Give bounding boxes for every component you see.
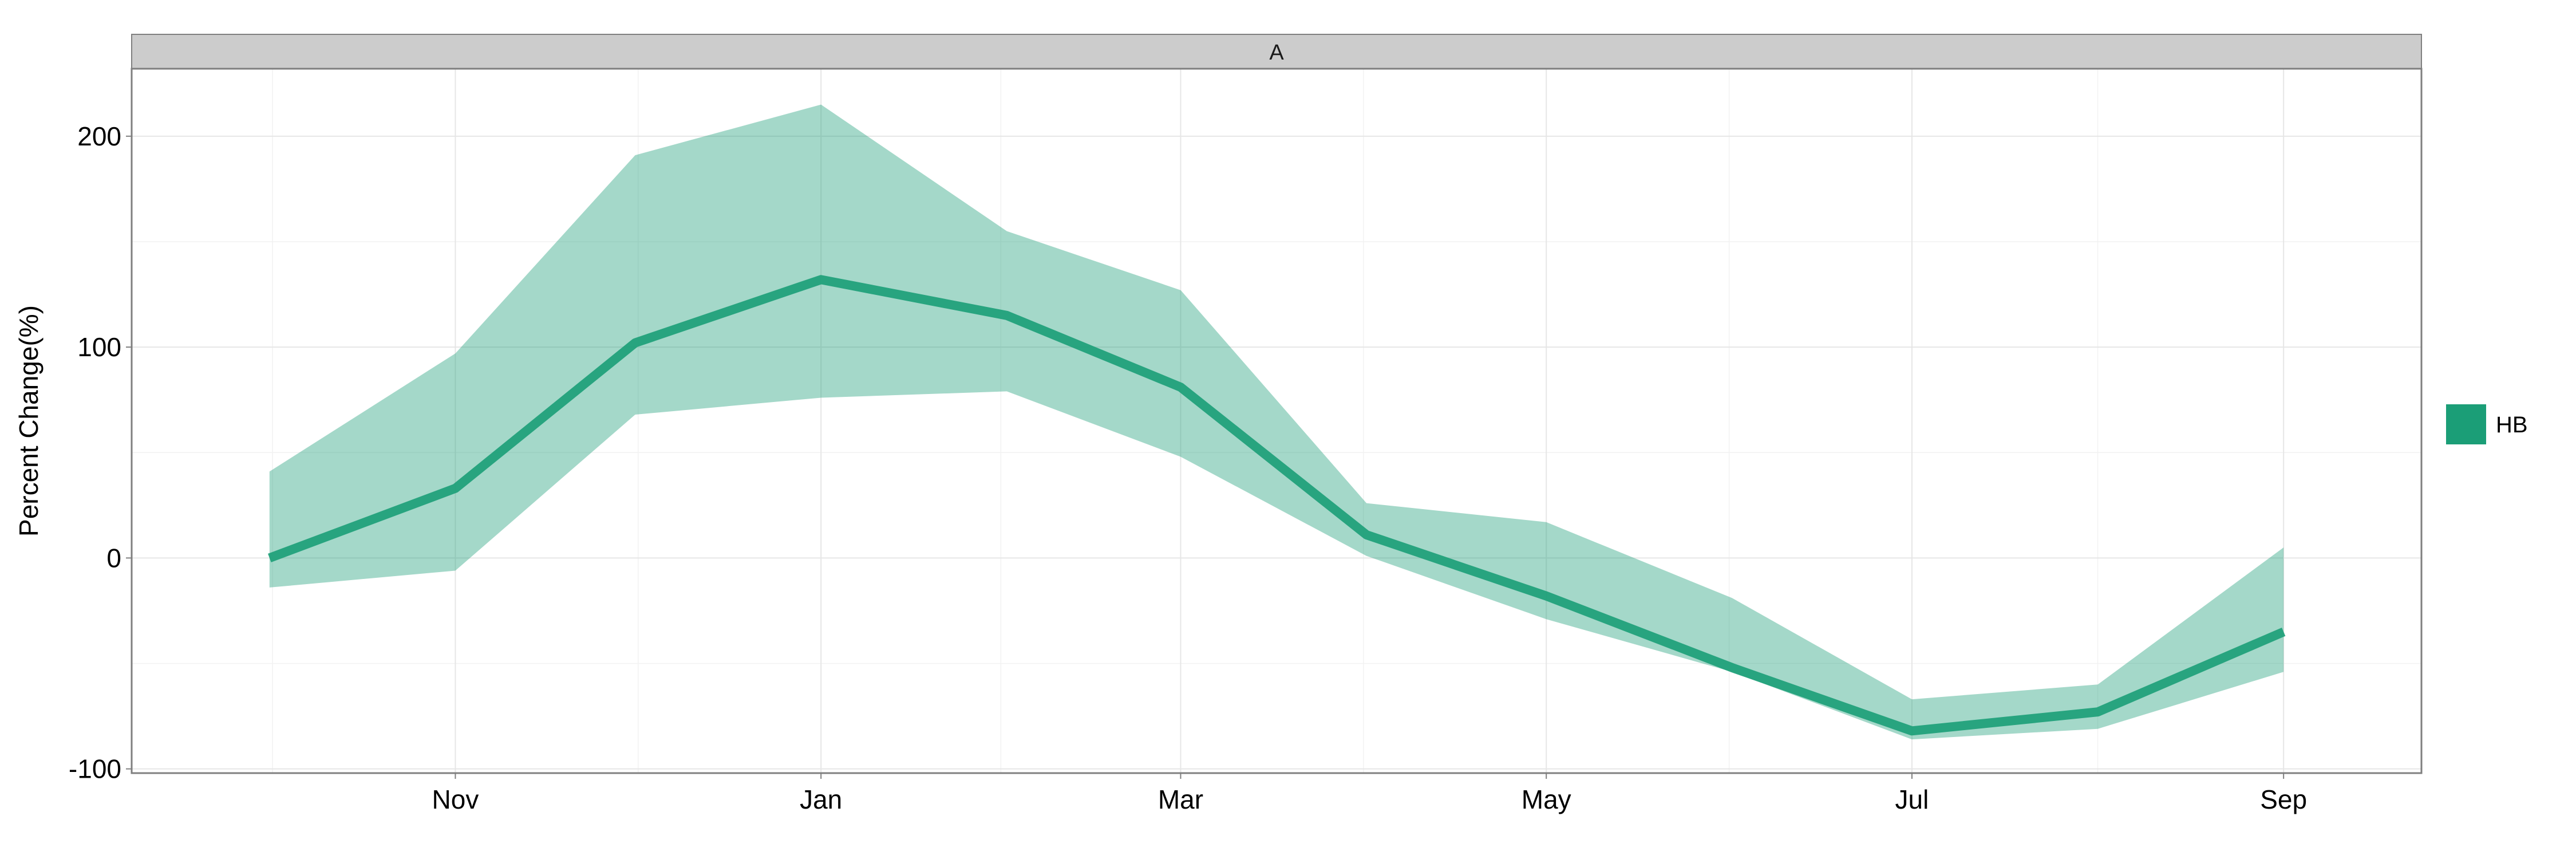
y-tick-label: -100 <box>69 754 121 784</box>
x-tick-label: Jan <box>800 785 842 814</box>
confidence-ribbon <box>269 104 2284 740</box>
grid-minor <box>132 69 2421 773</box>
grid-major <box>132 69 2421 773</box>
facet-strip <box>131 34 2422 69</box>
series-lines <box>267 275 2286 736</box>
x-tick-label: Nov <box>432 785 479 814</box>
legend-key <box>2445 403 2487 446</box>
facet-strip-label: A <box>1269 41 1284 65</box>
plot-panel <box>132 69 2421 773</box>
x-tick-label: Jul <box>1895 785 1929 814</box>
ribbons <box>269 104 2284 740</box>
y-axis: -100 0 100 200 <box>69 121 132 784</box>
y-axis-title: Percent Change(%) <box>14 305 44 537</box>
plot-panel-border <box>131 68 2423 774</box>
legend: HB <box>2445 403 2528 446</box>
legend-label: HB <box>2496 412 2528 438</box>
series-line <box>267 275 2286 736</box>
y-tick-label: 0 <box>106 543 121 573</box>
y-tick-label: 100 <box>77 332 121 362</box>
x-tick-label: Sep <box>2260 785 2307 814</box>
x-tick-label: Mar <box>1158 785 1203 814</box>
x-axis: Nov Jan Mar May Jul Sep <box>432 773 2307 814</box>
x-tick-label: May <box>1522 785 1571 814</box>
y-tick-label: 200 <box>77 121 121 151</box>
